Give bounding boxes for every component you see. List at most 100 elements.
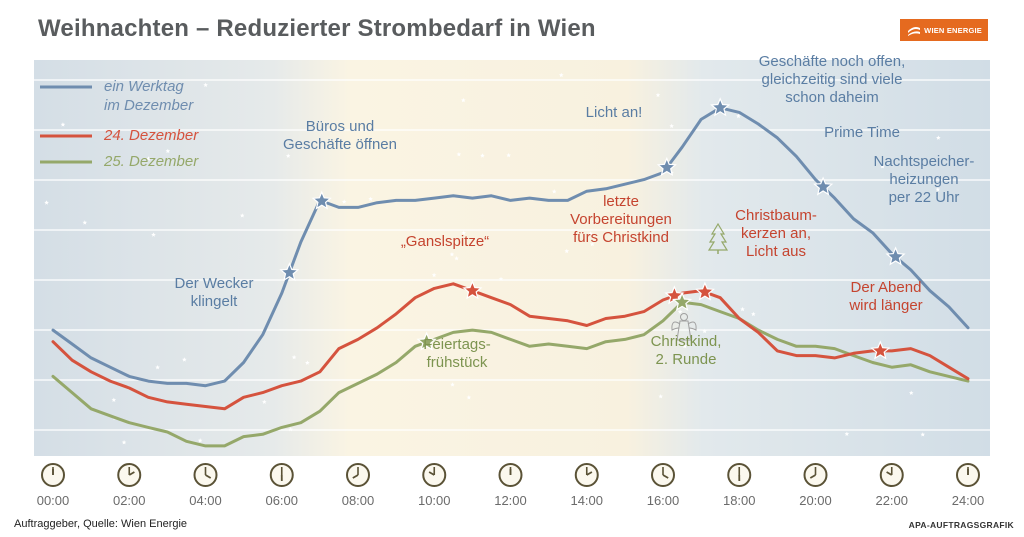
clock-icon — [117, 463, 142, 487]
annotations: Der Wecker klingelt Büros und Geschäfte öff… — [175, 53, 975, 371]
x-tick-label: 06:00 — [265, 493, 298, 508]
snow-dot — [449, 252, 455, 257]
clock-icon — [346, 463, 370, 487]
annotation-label: Der Wecker klingelt — [175, 275, 254, 310]
annotation-line: fürs Christkind — [573, 229, 669, 246]
annotation-label: Prime Time — [824, 124, 900, 141]
annotation-label: Christkind, 2. Runde — [651, 333, 722, 368]
annotation-line: klingelt — [191, 293, 239, 310]
x-tick-label: 12:00 — [494, 493, 527, 508]
annotation-star — [694, 281, 715, 301]
annotation-line: kerzen an, — [741, 225, 811, 242]
plot-background — [34, 60, 990, 456]
snow-dot — [551, 189, 557, 194]
snow-dot — [466, 395, 472, 400]
annotation-line: Büros und — [306, 118, 374, 135]
x-tick-label: 10:00 — [418, 493, 451, 508]
decorations — [671, 222, 729, 341]
annotation-line: 2. Runde — [656, 351, 717, 368]
snow-dot — [677, 309, 683, 314]
annotation-star — [672, 291, 693, 311]
snow-dot — [682, 343, 687, 349]
snow-dot — [591, 219, 597, 225]
series-line-dec24 — [51, 282, 970, 411]
christmas-tree-icon — [707, 222, 729, 254]
snow-dot — [288, 427, 293, 432]
snow-dot — [880, 164, 885, 169]
snow-dot — [203, 82, 208, 87]
clock-hour-hand — [128, 471, 135, 476]
logo-mark-icon — [908, 27, 920, 36]
annotation-label: Nachtspeicher-heizungen per 22 Uhr — [874, 153, 975, 206]
annotation-star — [462, 280, 483, 300]
snow-dot — [291, 354, 297, 360]
annotation-star — [416, 331, 437, 351]
annotation-line: heizungen — [889, 171, 958, 188]
annotation-line: Geschäfte öffnen — [283, 136, 397, 153]
annotation-line: per 22 Uhr — [889, 189, 960, 206]
clock-icon — [574, 463, 599, 487]
snow-dot — [588, 231, 593, 236]
annotation-star — [870, 340, 891, 360]
snow-dot — [936, 135, 941, 140]
annotation-star — [710, 97, 731, 117]
footer-source: Auftraggeber, Quelle: Wien Energie — [14, 518, 188, 530]
snow-dot — [341, 199, 347, 204]
wien-energie-logo: WIEN ENERGIE — [900, 19, 988, 41]
clock-icon — [803, 463, 828, 487]
snow-dot — [702, 328, 707, 334]
clock-icon — [193, 463, 218, 487]
annotation-label: Licht an! — [586, 104, 643, 121]
snow-dot — [240, 213, 245, 218]
x-tick-label: 14:00 — [570, 493, 603, 508]
snow-dot — [736, 113, 741, 118]
snow-dot — [285, 153, 291, 158]
annotation-line: gleichzeitig sind viele — [762, 71, 903, 88]
snow-dot — [669, 123, 674, 128]
x-tick-label: 08:00 — [342, 493, 375, 508]
annotation-line: Prime Time — [824, 124, 900, 141]
series-line-werktag — [51, 106, 970, 388]
snow-dot — [498, 276, 504, 281]
snow-dot — [155, 365, 160, 370]
clock-icon — [879, 463, 904, 487]
clock-icon — [727, 463, 752, 487]
snow-dot — [82, 220, 88, 225]
clock-hour-hand — [586, 471, 593, 476]
series-lines — [51, 106, 970, 448]
snow-dot — [461, 97, 466, 103]
snow-dot — [506, 152, 511, 158]
annotation-line: Nachtspeicher- — [874, 153, 975, 170]
legend-line: im Dezember — [104, 97, 194, 114]
annotation-line: Christbaum- — [735, 207, 817, 224]
snow-dot — [454, 256, 459, 261]
legend-line: 24. Dezember — [103, 127, 199, 144]
annotation-line: Licht an! — [586, 104, 643, 121]
annotation-line: letzte — [603, 193, 639, 210]
annotation-line: wird länger — [848, 297, 922, 314]
clock-icon — [269, 463, 294, 487]
annotation-star — [279, 262, 300, 282]
annotation-line: Licht aus — [746, 243, 806, 260]
snow-dot — [262, 399, 267, 404]
x-tick-label: 22:00 — [875, 493, 908, 508]
snow-dot — [935, 187, 941, 192]
snow-dot — [197, 438, 203, 443]
annotation-line: schon daheim — [785, 89, 878, 106]
snow-dot — [658, 394, 663, 399]
snow-dot — [751, 311, 756, 316]
snow-dot — [559, 72, 564, 78]
legend-label: 24. Dezember — [103, 127, 199, 144]
snow-dot — [655, 92, 661, 97]
x-tick-label: 04:00 — [189, 493, 222, 508]
snow-dot — [368, 196, 373, 201]
snow-dot — [564, 248, 570, 254]
snow-dot — [844, 431, 850, 436]
page-title: Weihnachten – Reduzierter Strombedarf in… — [38, 15, 596, 42]
annotation-line: Der Abend — [851, 279, 922, 296]
snow-dot — [165, 148, 171, 153]
x-tick-label: 02:00 — [113, 493, 146, 508]
clock-icon — [41, 463, 65, 487]
clock-hour-hand — [886, 471, 893, 476]
snow-dot — [44, 200, 49, 205]
